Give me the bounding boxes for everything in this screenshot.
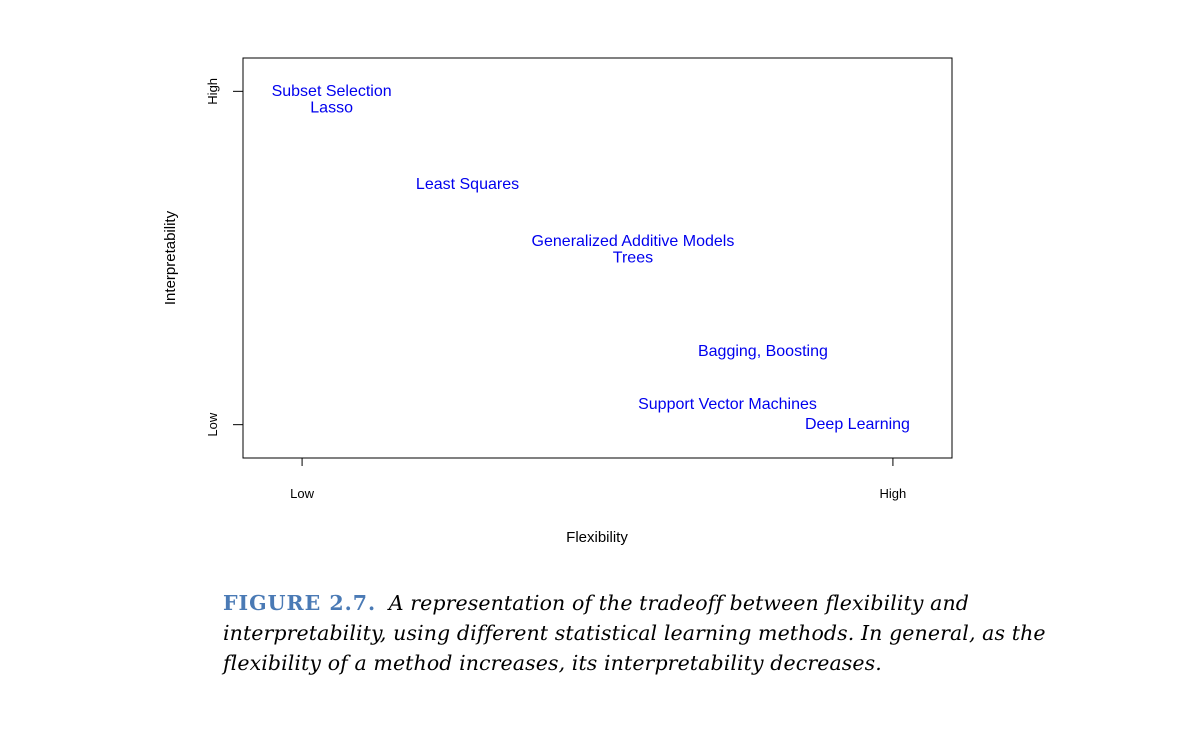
x-axis: Low High — [290, 458, 906, 501]
method-label: Support Vector Machines — [638, 396, 817, 413]
x-tick-label: Low — [290, 486, 314, 501]
caption-text: A representation of the tradeoff between… — [223, 591, 1046, 675]
method-label: Lasso — [310, 100, 353, 117]
method-label: Subset Selection — [272, 83, 392, 100]
method-label: Generalized Additive Models — [532, 233, 735, 250]
method-label: Least Squares — [416, 176, 519, 193]
method-label: Bagging, Boosting — [698, 343, 828, 360]
method-label: Deep Learning — [805, 416, 910, 433]
y-tick-label: High — [205, 78, 220, 105]
plot-frame — [242, 57, 953, 459]
x-axis-title: Flexibility — [566, 529, 628, 546]
figure-caption: FIGURE 2.7. A representation of the trad… — [223, 588, 1103, 678]
figure-label: FIGURE 2.7. — [223, 591, 377, 615]
y-axis: Low High — [205, 78, 243, 437]
method-label: Trees — [613, 250, 653, 267]
y-tick-label: Low — [205, 412, 220, 436]
x-tick-label: High — [880, 486, 907, 501]
y-axis-title: Interpretability — [162, 210, 179, 305]
